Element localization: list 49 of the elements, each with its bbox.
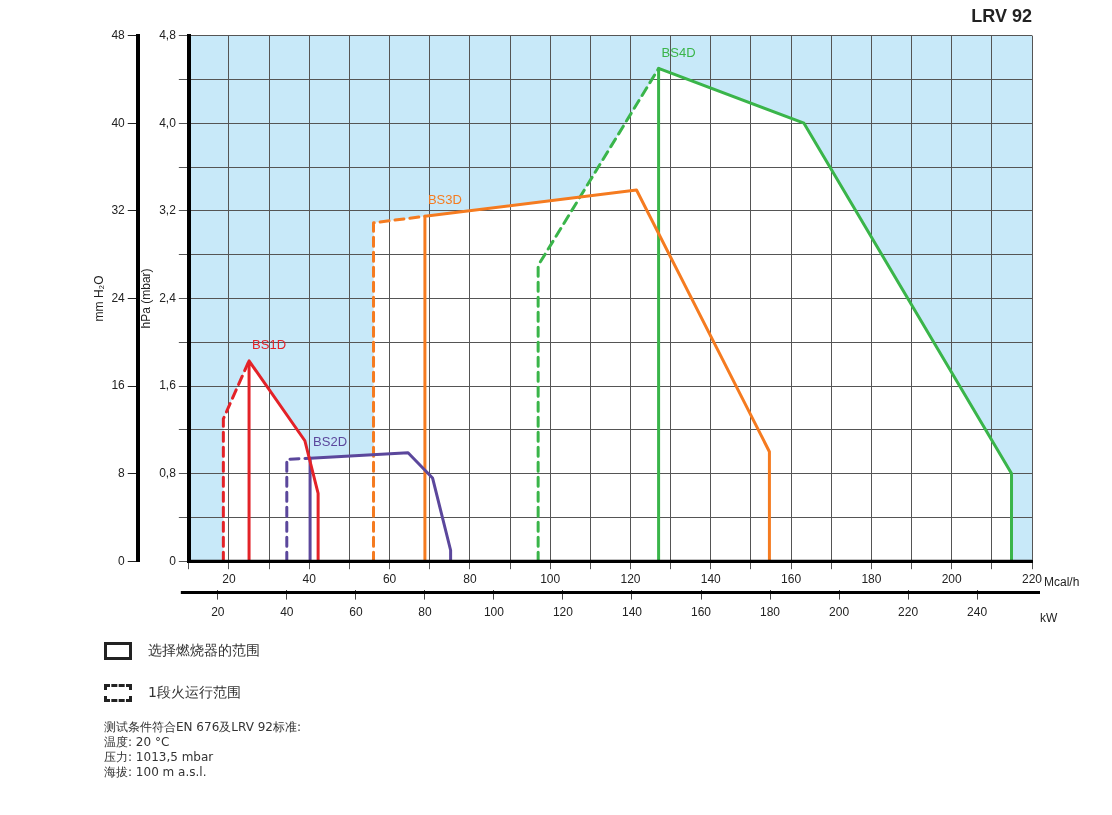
- x-tick-label: 80: [463, 571, 477, 586]
- y2-tick-label: 8: [118, 465, 126, 480]
- x2-tick-label: 240: [967, 605, 988, 620]
- x2-tick-label: 140: [621, 605, 643, 620]
- x-tick-label: 160: [781, 571, 802, 586]
- x-tick-label: 100: [540, 571, 561, 586]
- x2-tick-label: 120: [552, 605, 574, 620]
- x2-tick-label: 100: [483, 605, 505, 620]
- y2-tick-label: 40: [111, 115, 126, 130]
- x2-axis-title: kW: [1040, 610, 1058, 625]
- chart-title: LRV 92: [971, 5, 1032, 26]
- text: 选择燃烧器的范围: [148, 642, 260, 660]
- x2-tick-label: 160: [691, 605, 712, 620]
- x2-tick-label: 40: [280, 605, 294, 620]
- x-tick-label: 200: [941, 571, 963, 586]
- y-tick-label: 1,6: [159, 378, 177, 393]
- x2-tick-label: 80: [418, 605, 432, 620]
- y2-axis-title: mm H₂O: [91, 275, 106, 322]
- text: 压力: 1013,5 mbar: [104, 750, 215, 765]
- y2-tick-label: 32: [111, 203, 126, 218]
- x-tick-label: 20: [222, 571, 236, 586]
- y-tick-label: 2,4: [159, 290, 177, 305]
- y2-tick-label: 16: [111, 378, 126, 393]
- x2-tick-label: 220: [898, 605, 919, 620]
- text: 海拔: 100 m a.s.l.: [104, 765, 208, 780]
- x2-tick-label: 60: [349, 605, 363, 620]
- y2-tick-label: 48: [111, 27, 126, 42]
- x2-tick-label: 20: [211, 605, 225, 620]
- series-label: BS2D: [313, 434, 348, 450]
- x-axis-title: Mcal/h: [1044, 574, 1080, 589]
- x-tick-label: 140: [700, 571, 722, 586]
- y-tick-label: 4,0: [159, 115, 177, 130]
- y-tick-label: 4,8: [159, 27, 177, 42]
- y2-tick-label: 24: [111, 290, 126, 305]
- x-tick-label: 220: [1021, 571, 1043, 586]
- y-tick-label: 0,8: [159, 465, 177, 480]
- x-tick-label: 60: [382, 571, 397, 586]
- y2-tick-label: 0: [118, 553, 126, 568]
- text: 测试条件符合EN 676及LRV 92标准:: [104, 720, 301, 735]
- x-tick-label: 120: [620, 571, 641, 586]
- x2-tick-label: 200: [829, 605, 850, 620]
- text: 温度: 20 °C: [104, 735, 171, 750]
- x-tick-label: 40: [302, 571, 317, 586]
- x-tick-label: 180: [861, 571, 882, 586]
- text: 1段火运行范围: [148, 684, 241, 702]
- y-tick-label: 3,2: [159, 203, 177, 218]
- y-axis-title: hPa (mbar): [139, 268, 154, 329]
- x2-tick-label: 180: [760, 605, 781, 620]
- y-tick-label: 0: [169, 553, 177, 568]
